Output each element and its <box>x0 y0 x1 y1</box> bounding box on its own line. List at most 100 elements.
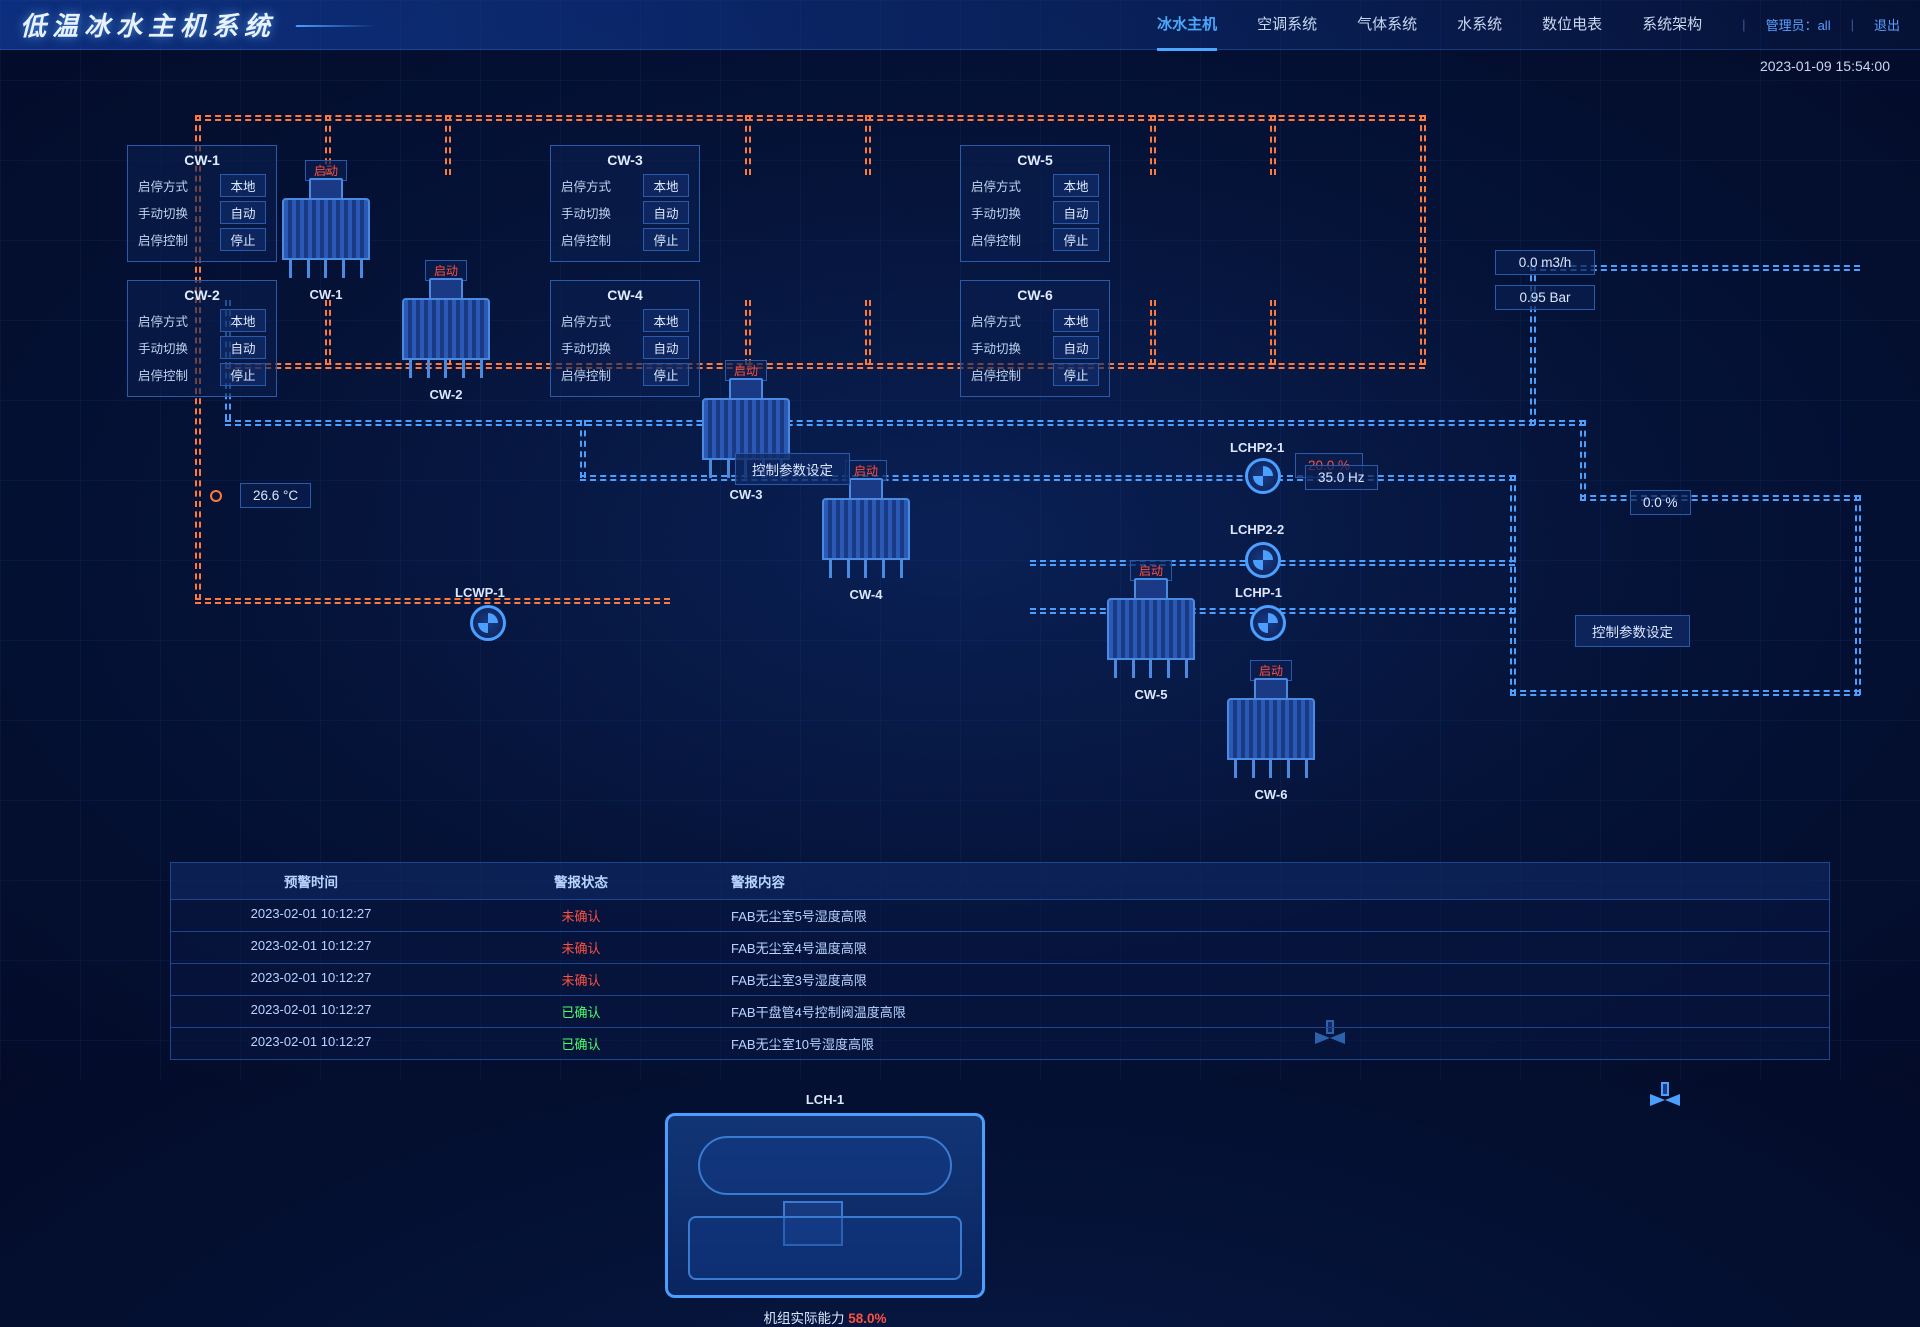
cw2-ctrl[interactable]: 停止 <box>220 363 266 386</box>
panel-title: CW-6 <box>971 287 1099 303</box>
table-row[interactable]: 2023-02-01 10:12:27未确认FAB无尘室5号湿度高限 <box>170 900 1830 932</box>
cw3-mode[interactable]: 本地 <box>643 174 689 197</box>
tower-label: CW-1 <box>282 287 370 302</box>
tower-cw5: 启动 CW-5 <box>1107 578 1195 678</box>
nav: 冰水主机 空调系统 气体系统 水系统 数位电表 系统架构 <box>1157 0 1702 51</box>
hz-reading: 35.0 Hz <box>1305 465 1378 490</box>
cw1-mode[interactable]: 本地 <box>220 174 266 197</box>
table-row[interactable]: 2023-02-01 10:12:27未确认FAB无尘室3号湿度高限 <box>170 964 1830 996</box>
cw2-switch[interactable]: 自动 <box>220 336 266 359</box>
pipe-blue <box>1510 690 1860 696</box>
header: 低温冰水主机系统 冰水主机 空调系统 气体系统 水系统 数位电表 系统架构 | … <box>0 0 1920 50</box>
pipe-orange <box>1270 115 1276 175</box>
cw3-ctrl[interactable]: 停止 <box>643 228 689 251</box>
nav-item-water[interactable]: 水系统 <box>1457 0 1502 51</box>
cw6-switch[interactable]: 自动 <box>1053 336 1099 359</box>
logout-link[interactable]: 退出 <box>1874 15 1900 34</box>
alarm-status: 已确认 <box>451 1002 711 1021</box>
alarm-time: 2023-02-01 10:12:27 <box>171 1034 451 1053</box>
alarm-content: FAB无尘室3号湿度高限 <box>711 970 1829 989</box>
diagram-canvas: CW-1 启停方式本地 手动切换自动 启停控制停止 CW-2 启停方式本地 手动… <box>0 70 1920 830</box>
alarm-status: 未确认 <box>451 970 711 989</box>
cw6-ctrl[interactable]: 停止 <box>1053 363 1099 386</box>
col-content: 警报内容 <box>711 871 1829 891</box>
admin-label: 管理员： <box>1766 18 1818 33</box>
pipe-blue <box>1510 475 1516 695</box>
alarm-time: 2023-02-01 10:12:27 <box>171 1002 451 1021</box>
cw4-mode[interactable]: 本地 <box>643 309 689 332</box>
pipe-orange <box>195 598 670 604</box>
param-settings-button[interactable]: 控制参数设定 <box>735 453 850 485</box>
chiller-lch1: LCH-1 机组实际能力 58.0% <box>665 1113 985 1298</box>
cw4-switch[interactable]: 自动 <box>643 336 689 359</box>
table-row[interactable]: 2023-02-01 10:12:27未确认FAB无尘室4号温度高限 <box>170 932 1830 964</box>
alarm-table: 预警时间 警报状态 警报内容 2023-02-01 10:12:27未确认FAB… <box>170 862 1830 1060</box>
temp-reading: 26.6 °C <box>240 483 311 508</box>
tower-label: CW-2 <box>402 387 490 402</box>
pipe-blue <box>225 420 1585 426</box>
tower-label: CW-5 <box>1107 687 1195 702</box>
cw3-switch[interactable]: 自动 <box>643 201 689 224</box>
tower-cw6: 启动 CW-6 <box>1227 678 1315 778</box>
alarm-time: 2023-02-01 10:12:27 <box>171 938 451 957</box>
panel-title: CW-3 <box>561 152 689 168</box>
pipe-orange <box>325 300 331 365</box>
alarm-content: FAB无尘室5号湿度高限 <box>711 906 1829 925</box>
pipe-orange <box>195 115 1425 121</box>
nav-item-chiller[interactable]: 冰水主机 <box>1157 0 1217 51</box>
cw5-switch[interactable]: 自动 <box>1053 201 1099 224</box>
pump-label: LCWP-1 <box>455 585 505 600</box>
tower-label: CW-4 <box>822 587 910 602</box>
sensor-dot-icon <box>210 490 222 502</box>
panel-title: CW-1 <box>138 152 266 168</box>
page-title: 低温冰水主机系统 <box>20 6 336 43</box>
pump-label: LCHP-1 <box>1235 585 1282 600</box>
alarm-content: FAB干盘管4号控制阀温度高限 <box>711 1002 1829 1021</box>
pipe-orange <box>445 115 451 175</box>
pipe-orange <box>1420 115 1426 365</box>
alarm-status: 未确认 <box>451 906 711 925</box>
table-row[interactable]: 2023-02-01 10:12:27已确认FAB无尘室10号湿度高限 <box>170 1028 1830 1060</box>
panel-cw2: CW-2 启停方式本地 手动切换自动 启停控制停止 <box>127 280 277 397</box>
pipe-blue <box>1065 475 1515 481</box>
pump-lcwp1-icon <box>470 605 506 641</box>
valve-icon <box>1650 1082 1680 1106</box>
alarm-time: 2023-02-01 10:12:27 <box>171 906 451 925</box>
cw6-mode[interactable]: 本地 <box>1053 309 1099 332</box>
param-settings-button-2[interactable]: 控制参数设定 <box>1575 615 1690 647</box>
pipe-orange <box>865 300 871 365</box>
pipe-blue <box>1580 420 1586 500</box>
alarm-status: 已确认 <box>451 1034 711 1053</box>
cw1-ctrl[interactable]: 停止 <box>220 228 266 251</box>
pump-lchp1-icon <box>1250 605 1286 641</box>
chiller-capacity: 机组实际能力 58.0% <box>668 1307 982 1327</box>
nav-item-gas[interactable]: 气体系统 <box>1357 0 1417 51</box>
panel-cw3: CW-3 启停方式本地 手动切换自动 启停控制停止 <box>550 145 700 262</box>
pipe-blue <box>580 420 586 478</box>
nav-item-meter[interactable]: 数位电表 <box>1542 0 1602 51</box>
cw4-ctrl[interactable]: 停止 <box>643 363 689 386</box>
pump-label: LCHP2-1 <box>1230 440 1284 455</box>
cw2-mode[interactable]: 本地 <box>220 309 266 332</box>
pump-lchp21-icon <box>1245 458 1281 494</box>
panel-title: CW-5 <box>971 152 1099 168</box>
alarm-content: FAB无尘室10号湿度高限 <box>711 1034 1829 1053</box>
tower-label: CW-6 <box>1227 787 1315 802</box>
panel-cw1: CW-1 启停方式本地 手动切换自动 启停控制停止 <box>127 145 277 262</box>
pipe-orange <box>865 115 871 175</box>
nav-item-ac[interactable]: 空调系统 <box>1257 0 1317 51</box>
cw5-ctrl[interactable]: 停止 <box>1053 228 1099 251</box>
tower-cw2: 启动 CW-2 <box>402 278 490 378</box>
pipe-blue <box>1580 495 1860 501</box>
cw1-switch[interactable]: 自动 <box>220 201 266 224</box>
valve-pct2: 0.0 % <box>1630 490 1691 515</box>
panel-title: CW-4 <box>561 287 689 303</box>
flow-reading: 0.0 m3/h <box>1495 250 1595 275</box>
pipe-orange <box>745 115 751 175</box>
table-row[interactable]: 2023-02-01 10:12:27已确认FAB干盘管4号控制阀温度高限 <box>170 996 1830 1028</box>
pressure-reading: 0.95 Bar <box>1495 285 1595 310</box>
chiller-label: LCH-1 <box>668 1092 982 1107</box>
admin-name: all <box>1818 18 1831 33</box>
cw5-mode[interactable]: 本地 <box>1053 174 1099 197</box>
nav-item-arch[interactable]: 系统架构 <box>1642 0 1702 51</box>
